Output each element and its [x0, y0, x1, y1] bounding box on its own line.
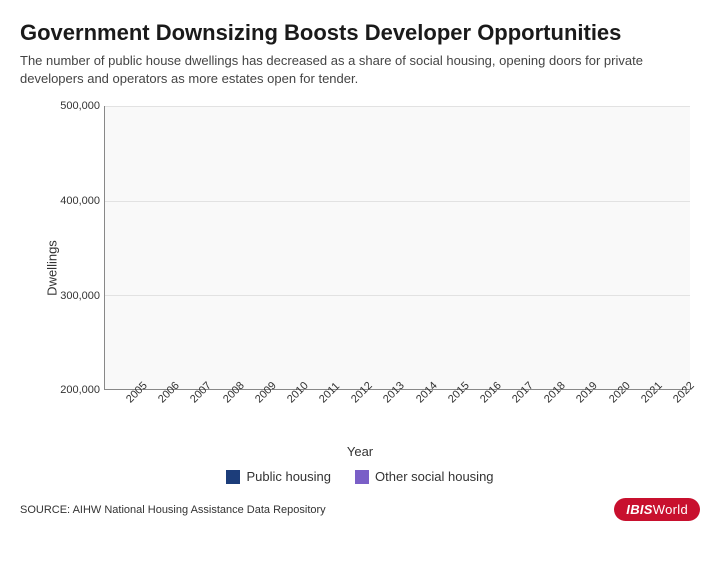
source-text: SOURCE: AIHW National Housing Assistance… [20, 504, 326, 516]
bars-layer: 2005200620072008200920102011201220132014… [105, 106, 690, 389]
plot-area: 2005200620072008200920102011201220132014… [104, 106, 690, 390]
legend: Public housing Other social housing [20, 469, 700, 484]
x-axis-label: Year [20, 444, 700, 459]
legend-label: Public housing [246, 469, 331, 484]
x-tick-label: 2012 [349, 380, 375, 406]
x-tick-label: 2005 [124, 380, 150, 406]
y-tick-label: 300,000 [50, 290, 100, 302]
y-tick-label: 400,000 [50, 195, 100, 207]
y-tick-label: 500,000 [50, 100, 100, 112]
chart-container: Dwellings 200,000 300,000 400,000 500,000 2… [40, 98, 700, 438]
x-tick-label: 2010 [285, 380, 311, 406]
x-tick-label: 2014 [414, 380, 440, 406]
x-tick-label: 2007 [188, 380, 214, 406]
x-tick-label: 2019 [574, 380, 600, 406]
x-tick-label: 2018 [542, 380, 568, 406]
x-tick-label: 2020 [607, 380, 633, 406]
legend-swatch [355, 470, 369, 484]
legend-item: Public housing [226, 469, 331, 484]
x-tick-label: 2008 [221, 380, 247, 406]
chart-title: Government Downsizing Boosts Developer O… [20, 20, 700, 46]
x-tick-label: 2009 [253, 380, 279, 406]
x-tick-label: 2016 [478, 380, 504, 406]
x-tick-label: 2015 [446, 380, 472, 406]
x-tick-label: 2017 [510, 380, 536, 406]
x-tick-label: 2022 [671, 380, 697, 406]
ibisworld-logo: IBISWorld [614, 498, 700, 521]
y-axis-label: Dwellings [44, 241, 59, 297]
legend-label: Other social housing [375, 469, 494, 484]
legend-swatch [226, 470, 240, 484]
chart-subtitle: The number of public house dwellings has… [20, 52, 660, 88]
y-tick-label: 200,000 [50, 384, 100, 396]
x-tick-label: 2011 [317, 381, 342, 406]
x-tick-label: 2013 [381, 380, 407, 406]
x-tick-label: 2006 [156, 380, 182, 406]
x-tick-label: 2021 [639, 380, 665, 406]
legend-item: Other social housing [355, 469, 494, 484]
